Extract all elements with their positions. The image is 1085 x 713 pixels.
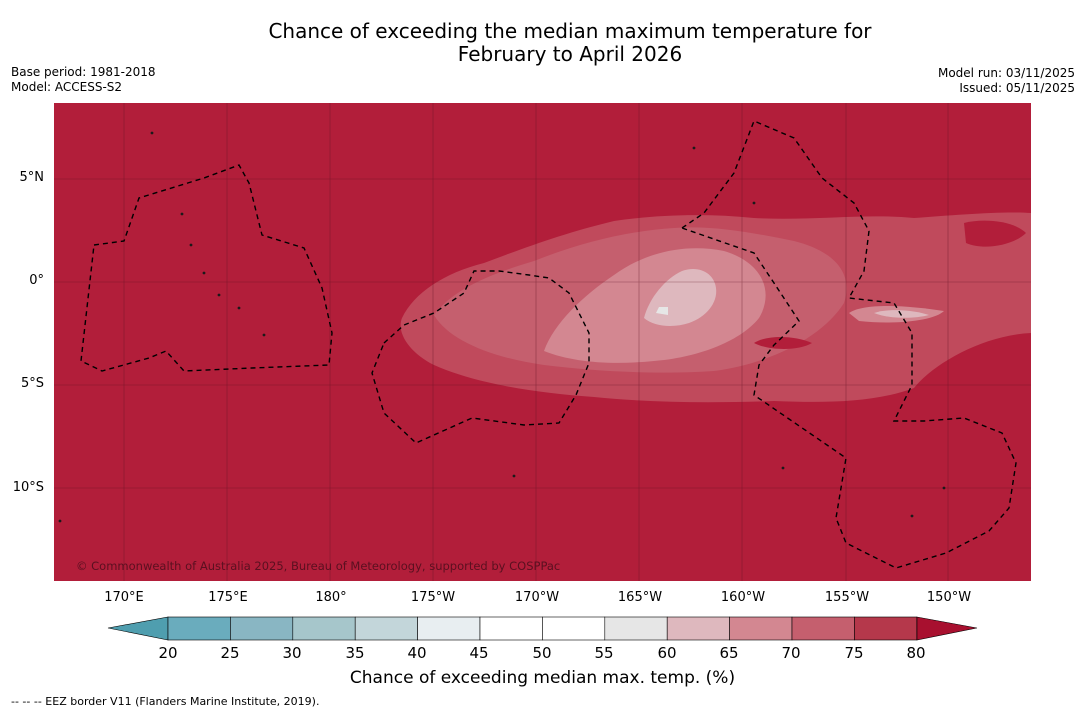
colorbar-tick: 35 <box>345 644 365 662</box>
island-dot <box>512 474 516 478</box>
lon-label: 165°W <box>617 590 663 605</box>
colorbar-low-extend <box>107 616 169 641</box>
island-dot <box>910 514 914 518</box>
island-dot <box>189 243 193 247</box>
map-title: Chance of exceeding the median maximum t… <box>0 20 1085 66</box>
colorbar-segment <box>729 616 793 641</box>
colorbar-tick: 55 <box>594 644 614 662</box>
colorbar-tick: 60 <box>657 644 677 662</box>
lon-label: 150°W <box>926 590 972 605</box>
island-dot <box>202 271 206 275</box>
colorbar-tick: 30 <box>282 644 302 662</box>
band-high-east <box>964 220 1026 247</box>
lat-label: 5°N <box>19 170 45 185</box>
colorbar-segment <box>417 616 481 641</box>
title-line-1: Chance of exceeding the median maximum t… <box>268 19 872 43</box>
island-dot <box>150 131 154 135</box>
colorbar-segment <box>479 616 543 641</box>
copyright-text: © Commonwealth of Australia 2025, Bureau… <box>76 559 560 573</box>
band-high-core <box>754 337 812 349</box>
colorbar-tick: 65 <box>719 644 739 662</box>
island-dot <box>217 293 221 297</box>
colorbar-segment <box>292 616 356 641</box>
colorbar-segment <box>542 616 606 641</box>
lon-label: 180° <box>315 590 347 605</box>
colorbar-high-extend <box>916 616 978 641</box>
lon-label: 175°E <box>208 590 248 605</box>
lon-label: 175°W <box>410 590 456 605</box>
colorbar-segment <box>604 616 668 641</box>
band-east-65 <box>874 310 929 318</box>
metadata-right: Model run: 03/11/2025 Issued: 05/11/2025 <box>938 66 1075 96</box>
colorbar-segment <box>666 616 730 641</box>
band-50-55 <box>656 307 668 315</box>
model-text: Model: ACCESS-S2 <box>11 80 123 94</box>
eez-borders <box>80 120 1017 569</box>
lon-label: 170°E <box>104 590 144 605</box>
model-run-text: Model run: 03/11/2025 <box>937 66 1075 80</box>
colorbar-tick: 80 <box>906 644 926 662</box>
island-dot <box>692 146 696 150</box>
gridlines <box>54 103 1031 581</box>
colorbar-tick: 70 <box>781 644 801 662</box>
colorbar-tick: 75 <box>844 644 864 662</box>
colorbar-tick: 40 <box>407 644 427 662</box>
eez-border-central <box>371 270 590 444</box>
islands <box>58 131 946 523</box>
colorbar-tick: 50 <box>532 644 552 662</box>
colorbar-segment <box>791 616 855 641</box>
base-period-text: Base period: 1981-2018 <box>11 65 156 79</box>
title-line-2: February to April 2026 <box>457 42 683 66</box>
probability-map: © Commonwealth of Australia 2025, Bureau… <box>54 103 1031 581</box>
island-dot <box>262 333 266 337</box>
colorbar <box>107 616 978 641</box>
island-dot <box>752 201 756 205</box>
lon-label: 155°W <box>824 590 870 605</box>
colorbar-label: Chance of exceeding median max. temp. (%… <box>349 668 736 688</box>
lon-label: 170°W <box>514 590 560 605</box>
lat-label: 0° <box>29 273 44 288</box>
colorbar-segment <box>854 616 918 641</box>
colorbar-tick: 20 <box>158 644 178 662</box>
lon-label: 160°W <box>720 590 766 605</box>
island-dot <box>942 486 946 490</box>
colorbar-segment <box>167 616 231 641</box>
eez-border-east <box>680 120 1017 569</box>
colorbar-tick: 45 <box>469 644 489 662</box>
colorbar-segments <box>167 616 918 641</box>
island-dot <box>180 212 184 216</box>
colorbar-segment <box>354 616 418 641</box>
colorbar-tick: 25 <box>220 644 240 662</box>
issued-text: Issued: 05/11/2025 <box>959 81 1075 95</box>
island-dot <box>58 519 62 523</box>
lat-label: 10°S <box>12 480 44 495</box>
lat-label: 5°S <box>20 376 44 391</box>
colorbar-segment <box>230 616 294 641</box>
metadata-left: Base period: 1981-2018 Model: ACCESS-S2 <box>11 65 156 95</box>
eez-legend-text: -- -- -- EEZ border V11 (Flanders Marine… <box>11 695 320 708</box>
island-dot <box>781 466 785 470</box>
island-dot <box>237 306 241 310</box>
